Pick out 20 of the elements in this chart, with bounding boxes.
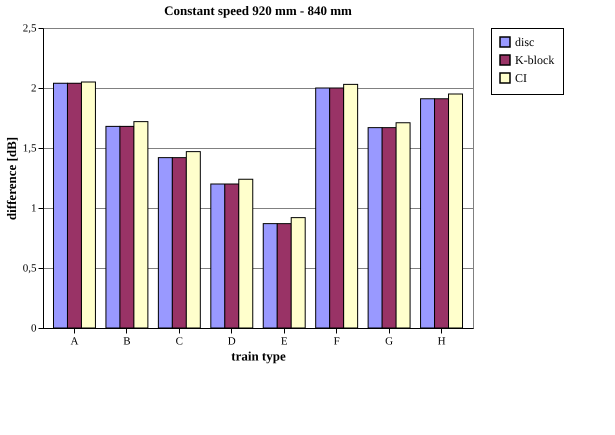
x-tick-label: G <box>385 336 394 348</box>
y-tick-label: 1 <box>31 202 36 214</box>
x-axis-title: train type <box>231 348 286 364</box>
x-tick-label: E <box>280 336 288 348</box>
x-tick-label: B <box>123 336 131 348</box>
y-tick-label: 1,5 <box>22 142 37 154</box>
y-tick-label: 0,5 <box>22 262 37 274</box>
x-tick-label: C <box>176 336 184 348</box>
y-tick-label: 0 <box>31 322 37 334</box>
y-axis-title: difference [dB] <box>4 136 19 220</box>
legend-label: CI <box>515 71 528 85</box>
y-tick-label: 2,5 <box>22 22 37 34</box>
legend-label: K-block <box>515 53 554 67</box>
x-tick-label: F <box>334 336 340 348</box>
chart-title: Constant speed 920 mm - 840 mm <box>164 3 352 18</box>
x-tick-label: H <box>438 336 446 348</box>
x-tick-label: D <box>228 336 236 348</box>
legend-label: disc <box>515 35 534 49</box>
x-tick-label: A <box>70 336 78 348</box>
y-tick-label: 2 <box>31 82 36 94</box>
